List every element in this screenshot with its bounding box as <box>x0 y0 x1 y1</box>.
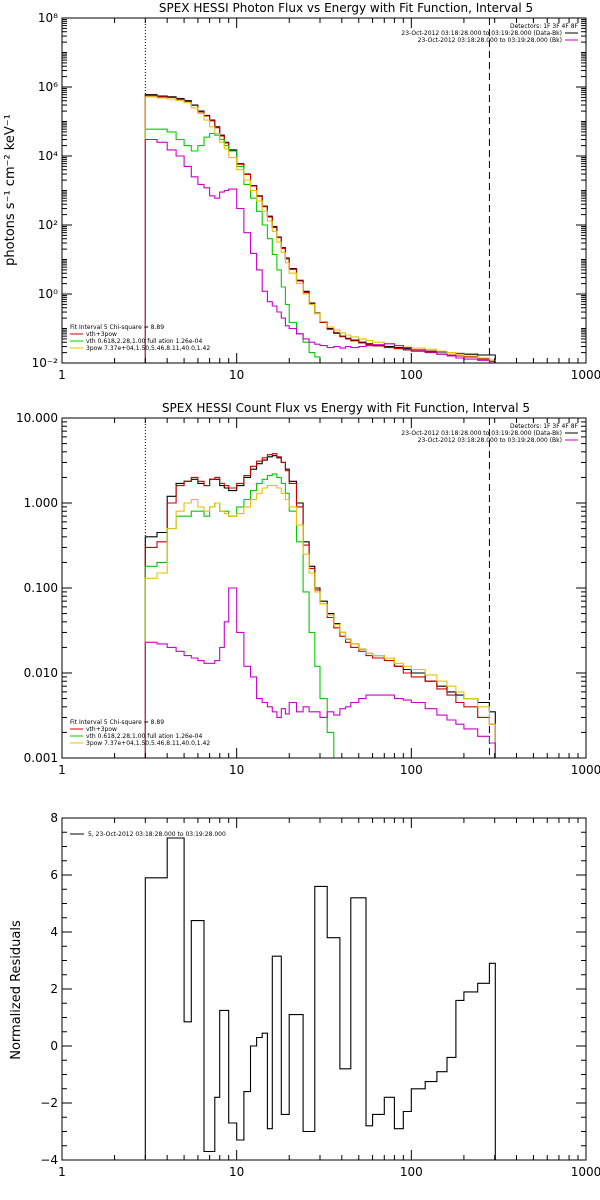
panel-3-x-axis: 1 10 100 1000 <box>58 818 600 1179</box>
panel-3-legend: 5, 23-Oct-2012 03:18:28.000 to 03:19:28.… <box>70 831 226 838</box>
y-tick-label: 0.100 <box>24 581 58 595</box>
x-tick-label: 1000 <box>571 1165 600 1179</box>
legend-entry: Fit Interval 5 Chi-square = 8.89 <box>70 719 164 726</box>
x-tick-label: 1000 <box>571 763 600 777</box>
x-tick-label: 10 <box>229 1165 244 1179</box>
x-tick-label: 1000 <box>571 368 600 382</box>
panel-2-series-data <box>144 455 496 758</box>
legend-entry: vth 0.618,2.28,1.00 full ation 1.26e-04 <box>86 733 202 740</box>
panel-1-y-axis-label: photons s⁻¹ cm⁻² keV⁻¹ <box>3 114 18 266</box>
panel-2-plot-area <box>144 418 496 758</box>
y-tick-label: −4 <box>40 1153 58 1167</box>
panel-3-y-axis: −4 −2 0 2 4 6 8 <box>40 811 586 1167</box>
y-tick-label: 0.010 <box>24 666 58 680</box>
panel-2-x-axis: 1 10 100 1000 <box>58 418 600 777</box>
panel-2-legend: Fit Interval 5 Chi-square = 8.89vth+3pow… <box>70 719 210 747</box>
legend-entry: 3pow 7.37e+04,1.50,5.46,8.11,40.0,1.42 <box>86 740 210 747</box>
info-line: 23-Oct-2012 03:18:28.000 to 03:19:28.000… <box>418 437 562 444</box>
panel-2-series-nonthermal <box>144 485 496 758</box>
y-tick-label: 10.000 <box>16 411 58 425</box>
y-tick-label: 10⁰ <box>38 287 58 301</box>
x-tick-label: 100 <box>400 368 423 382</box>
x-tick-label: 1 <box>58 368 66 382</box>
panel-3-series-data <box>144 837 496 1160</box>
x-tick-label: 100 <box>400 763 423 777</box>
panel-1-series-data <box>144 94 496 363</box>
panel-1-x-axis: 1 10 100 1000 <box>58 18 600 382</box>
info-line: 23-Oct-2012 03:18:28.000 to 03:19:28.000… <box>401 430 562 437</box>
panel-1-plot-area <box>144 18 496 363</box>
panel-2-series-total <box>144 453 496 758</box>
y-tick-label: 0 <box>50 1039 58 1053</box>
y-tick-label: 2 <box>50 982 58 996</box>
legend-entry: 3pow 7.37e+04,1.50,5.46,8.11,40.0,1.42 <box>86 345 210 352</box>
y-tick-label: 10⁸ <box>38 11 58 25</box>
y-tick-label: 10⁶ <box>38 80 58 94</box>
x-tick-label: 1 <box>58 1165 66 1179</box>
y-tick-label: 6 <box>50 868 58 882</box>
residuals-panel: 1 10 100 1000 −4 −2 0 2 4 6 8 Normalized Residual… <box>9 811 600 1179</box>
x-tick-label: 100 <box>400 1165 423 1179</box>
panel-2-series-background <box>144 587 496 758</box>
y-tick-label: 10⁴ <box>38 149 58 163</box>
y-tick-label: 8 <box>50 811 58 825</box>
panel-3-frame <box>61 817 587 1161</box>
info-line: Detectors: 1F 3F 4F 8F <box>510 423 579 430</box>
y-tick-label: 0.001 <box>24 751 58 765</box>
x-tick-label: 10 <box>229 368 244 382</box>
x-tick-label: 1 <box>58 763 66 777</box>
panel-1-y-axis: 10⁻² 10⁰ 10² 10⁴ 10⁶ 10⁸ <box>32 11 586 370</box>
panel-2-y-axis: 0.001 0.010 0.100 1.000 10.000 <box>16 411 586 765</box>
y-tick-label: 1.000 <box>24 496 58 510</box>
panel-1-series-background <box>144 138 496 363</box>
panel-3-plot-area <box>144 837 496 1160</box>
info-line: 23-Oct-2012 03:18:28.000 to 03:19:28.000… <box>418 37 562 44</box>
panel-1-title: SPEX HESSI Photon Flux vs Energy with Fi… <box>159 1 533 15</box>
x-tick-label: 10 <box>229 763 244 777</box>
info-line: 23-Oct-2012 03:18:28.000 to 03:19:28.000… <box>401 30 562 37</box>
legend-entry: 5, 23-Oct-2012 03:18:28.000 to 03:19:28.… <box>88 831 226 838</box>
y-tick-label: 10⁻² <box>32 356 59 370</box>
panel-1-frame <box>61 17 587 364</box>
panel-2-title: SPEX HESSI Count Flux vs Energy with Fit… <box>162 401 530 415</box>
legend-entry: vth 0.618,2.28,1.00 full ation 1.26e-04 <box>86 338 202 345</box>
legend-entry: Fit Interval 5 Chi-square = 8.89 <box>70 324 164 331</box>
count-flux-panel: SPEX HESSI Count Flux vs Energy with Fit… <box>16 401 600 777</box>
y-tick-label: −2 <box>40 1096 58 1110</box>
y-tick-label: 4 <box>50 925 58 939</box>
panel-3-y-axis-label: Normalized Residuals <box>9 920 24 1060</box>
panel-2-series-thermal <box>144 473 335 758</box>
y-tick-label: 10² <box>38 218 58 232</box>
legend-entry: vth+3pow <box>86 331 117 338</box>
legend-entry: vth+3pow <box>86 726 117 733</box>
panel-2-frame <box>61 417 587 759</box>
panel-1-legend: Fit Interval 5 Chi-square = 8.89vth+3pow… <box>70 324 210 352</box>
photon-flux-panel: SPEX HESSI Photon Flux vs Energy with Fi… <box>3 1 600 382</box>
info-line: Detectors: 1F 3F 4F 8F <box>510 23 579 30</box>
